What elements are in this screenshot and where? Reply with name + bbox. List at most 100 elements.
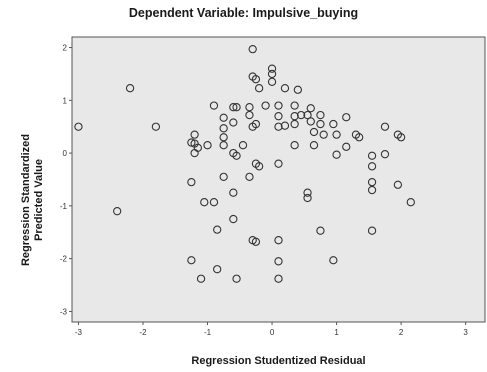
data-point: [309, 127, 319, 137]
data-point: [355, 133, 364, 142]
data-point: [367, 151, 377, 160]
data-point: [303, 193, 312, 203]
data-point: [251, 237, 261, 246]
data-point: [267, 69, 277, 79]
data-point: [316, 110, 325, 120]
data-point: [332, 150, 341, 159]
data-point: [274, 236, 283, 245]
data-point: [113, 207, 122, 216]
data-point: [367, 226, 377, 235]
data-point: [303, 188, 312, 197]
data-point: [367, 185, 377, 195]
data-point: [261, 101, 270, 110]
data-point: [274, 122, 283, 131]
data-point: [219, 172, 228, 182]
y-tick-label: 2: [63, 44, 68, 53]
data-point: [306, 117, 315, 126]
data-point: [251, 119, 261, 129]
data-point: [151, 122, 161, 131]
data-point: [219, 133, 228, 142]
data-point: [293, 85, 303, 94]
data-point: [274, 159, 283, 168]
data-point: [274, 274, 283, 283]
data-point: [267, 64, 277, 73]
data-point: [290, 112, 299, 121]
data-point: [280, 121, 290, 130]
data-point: [219, 124, 228, 133]
data-point: [232, 274, 241, 283]
data-point: [290, 141, 299, 150]
y-tick-label: -1: [60, 202, 68, 211]
y-tick-label: -3: [60, 307, 68, 316]
x-axis-title: Regression Studentized Residual: [191, 355, 366, 367]
data-point: [329, 119, 338, 129]
plot-panel: [71, 36, 486, 323]
x-tick-label: 1: [334, 328, 339, 337]
data-point: [274, 112, 283, 121]
data-point: [190, 130, 199, 139]
data-point: [254, 162, 264, 171]
data-point: [238, 141, 248, 150]
data-point: [380, 122, 390, 131]
y-tick-label: 1: [63, 96, 68, 105]
x-tick-label: 2: [399, 328, 404, 337]
data-point: [306, 104, 315, 113]
data-point: [213, 265, 222, 274]
x-tick-label: -1: [204, 328, 212, 337]
data-point: [200, 198, 209, 207]
data-point: [367, 162, 377, 171]
x-tick-label: 3: [463, 328, 468, 337]
x-tick-label: -2: [139, 328, 147, 337]
data-point: [209, 101, 219, 110]
data-point: [187, 138, 196, 147]
data-point: [254, 84, 264, 93]
x-tick-label: -3: [75, 328, 83, 337]
data-point: [367, 177, 377, 187]
data-point: [329, 256, 338, 265]
data-point: [74, 122, 83, 131]
data-point: [332, 130, 341, 139]
data-point: [316, 226, 325, 235]
data-point: [309, 141, 319, 150]
data-point: [319, 130, 328, 139]
data-point: [245, 110, 254, 120]
data-point: [267, 77, 277, 87]
data-point: [248, 44, 257, 54]
data-point: [229, 103, 238, 112]
data-point: [196, 274, 206, 283]
data-point: [190, 148, 199, 158]
data-point: [213, 225, 222, 234]
data-point: [203, 141, 212, 150]
data-point: [342, 113, 351, 122]
data-point: [342, 142, 351, 151]
axis-ticks: 2 1 0 -1 -2 -3 -3 -2 -1 0 1 2 3: [60, 44, 469, 337]
data-point: [229, 118, 238, 127]
y-tick-label: 0: [63, 149, 68, 158]
data-point: [232, 151, 241, 160]
data-point: [219, 141, 228, 150]
x-tick-label: 0: [270, 328, 275, 337]
data-point: [251, 75, 261, 84]
data-point: [245, 103, 254, 112]
data-point: [209, 198, 219, 207]
y-tick-label: -2: [60, 255, 68, 264]
data-point: [219, 113, 228, 122]
data-points: [74, 44, 415, 283]
data-point: [280, 84, 290, 93]
data-point: [229, 214, 238, 224]
chart-title: Dependent Variable: Impulsive_buying: [128, 6, 359, 20]
data-point: [290, 101, 299, 110]
data-point: [125, 84, 135, 93]
data-point: [406, 198, 415, 207]
data-point: [393, 180, 403, 189]
data-point: [296, 110, 306, 120]
data-point: [380, 150, 390, 159]
data-point: [396, 133, 406, 142]
data-point: [187, 177, 196, 187]
data-point: [303, 110, 312, 120]
data-point: [316, 119, 325, 129]
data-point: [232, 103, 241, 112]
data-point: [229, 188, 238, 197]
